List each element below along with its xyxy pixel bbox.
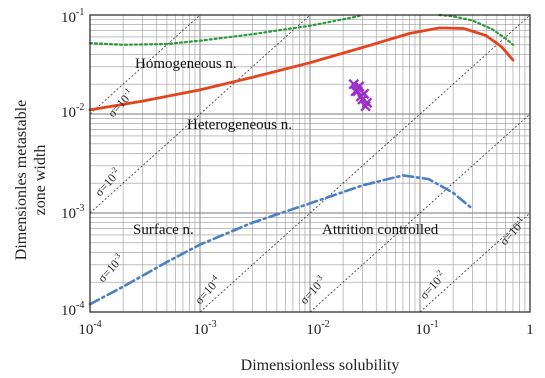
x-tick-exponent: -2 [321, 319, 329, 330]
x-tick-label: 10-2 [306, 319, 329, 338]
x-tick-exponent: -4 [93, 319, 101, 330]
data-marker-stroke [350, 85, 361, 97]
data-marker-stroke [360, 100, 371, 112]
sigma-label: σ=10-2 [91, 165, 124, 199]
plot-frame [89, 14, 531, 313]
y-tick-base: 10 [61, 10, 76, 26]
data-marker [360, 100, 371, 112]
x-axis-title: Dimensionless solubility [241, 357, 400, 374]
marker-layer [348, 78, 373, 112]
sigma-label: σ=10-4 [191, 273, 224, 307]
region-label-homogeneous: Homogeneous n. [135, 56, 237, 72]
region-label-surface: Surface n. [133, 222, 194, 238]
sigma-label: σ=10-3 [94, 251, 127, 285]
sigma-label: σ=10-3 [296, 273, 329, 307]
y-tick-base: 10 [61, 206, 76, 222]
sigma-label-exponent: -1 [121, 86, 132, 97]
data-marker [357, 94, 368, 105]
series-line-dotted [88, 13, 364, 46]
x-tick-base: 10 [193, 322, 208, 338]
sigma-diagonal [419, 212, 531, 313]
sigma-label-exponent: -2 [433, 268, 444, 279]
sigma-label-exponent: -3 [111, 251, 122, 262]
x-tick-exponent: -3 [208, 319, 216, 330]
sigma-diagonal [199, 14, 531, 313]
x-tick-label: 10-1 [415, 319, 438, 338]
y-tick-label: 10-1 [61, 7, 84, 26]
x-tick-exponent: -1 [430, 319, 438, 330]
sigma-label-exponent: -3 [313, 273, 324, 284]
y-tick-exponent: -4 [76, 300, 84, 311]
y-axis-title: Dimensionles metastable zone width [13, 100, 49, 260]
y-tick-label: 10-4 [61, 300, 84, 319]
x-tick-base: 10 [415, 322, 430, 338]
x-tick-label: 10-4 [78, 319, 101, 338]
sigma-label-exponent: -2 [108, 165, 119, 176]
sigma-diagonal [89, 14, 311, 214]
sigma-diagonal [89, 14, 201, 115]
series-line-dotted [438, 13, 515, 46]
y-tick-base: 10 [61, 105, 76, 121]
y-tick-label: 10-2 [61, 102, 84, 121]
x-tick-base: 10 [306, 322, 321, 338]
sigma-label-exponent: -4 [208, 273, 219, 284]
y-tick-labels: 10-110-210-310-4 [61, 7, 84, 319]
sigma-label: σ=10-2 [416, 268, 449, 302]
y-tick-exponent: -1 [76, 7, 84, 18]
y-tick-label: 10-3 [61, 203, 84, 222]
sigma-diagonal [309, 113, 531, 313]
y-axis-title-row1: Dimensionles metastable [13, 100, 30, 260]
region-label-attrition: Attrition controlled [322, 222, 439, 238]
data-marker [350, 85, 361, 97]
sigma-diagonals [89, 14, 531, 313]
data-marker-stroke [357, 94, 368, 105]
y-tick-exponent: -2 [76, 102, 84, 113]
x-tick-label: 10-3 [193, 319, 216, 338]
y-tick-base: 10 [61, 303, 76, 319]
x-tick-labels: 10-4 10-3 10-2 10-1 1 [78, 319, 533, 338]
series-line-dash-dot [88, 174, 474, 306]
region-label-heterogeneous: Heterogeneous n. [187, 117, 292, 133]
grid [89, 15, 530, 313]
y-tick-exponent: -3 [76, 203, 84, 214]
x-tick-label: 1 [526, 322, 534, 338]
sigma-label-exponent: -1 [513, 214, 524, 225]
series-line-solid [88, 26, 515, 112]
series-layer [88, 13, 515, 306]
y-axis-title-row2: zone width [32, 145, 49, 216]
x-tick-base: 10 [78, 322, 93, 338]
